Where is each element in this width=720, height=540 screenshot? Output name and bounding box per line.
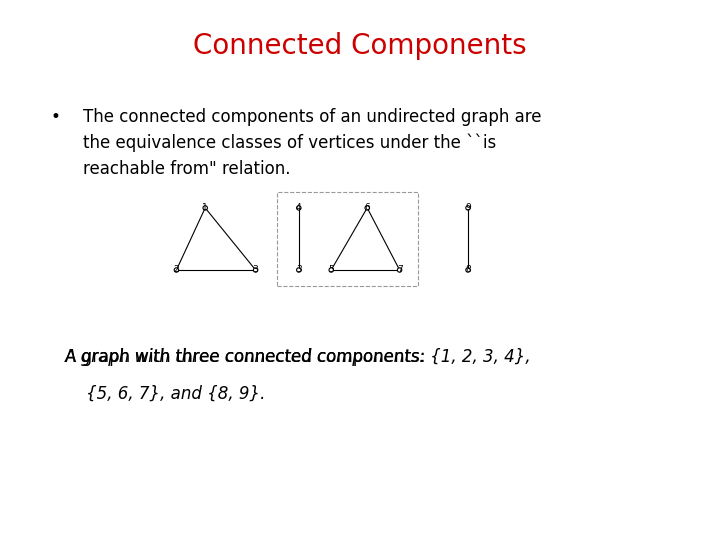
Text: The connected components of an undirected graph are
the equivalence classes of v: The connected components of an undirecte… [83, 108, 541, 178]
Text: {5, 6, 7}, and {8, 9}.: {5, 6, 7}, and {8, 9}. [65, 385, 265, 403]
Text: 3: 3 [296, 266, 302, 274]
Ellipse shape [466, 268, 470, 272]
Ellipse shape [397, 268, 402, 272]
Ellipse shape [297, 268, 301, 272]
Text: 1: 1 [202, 204, 208, 212]
Text: 8: 8 [465, 266, 471, 274]
Text: 4: 4 [296, 204, 302, 212]
Text: 9: 9 [465, 204, 471, 212]
Ellipse shape [329, 268, 333, 272]
Text: A graph with three connected components: {1, 2, 3, 4},: A graph with three connected components:… [65, 348, 531, 366]
Ellipse shape [203, 206, 207, 210]
Text: A graph with three connected components:: A graph with three connected components: [65, 348, 431, 366]
Text: •: • [50, 108, 60, 126]
Bar [277, 192, 418, 286]
Ellipse shape [466, 206, 470, 210]
Text: 2: 2 [174, 266, 179, 274]
Text: 6: 6 [364, 204, 370, 212]
Ellipse shape [253, 268, 258, 272]
Text: Connected Components: Connected Components [193, 32, 527, 60]
Ellipse shape [174, 268, 179, 272]
Ellipse shape [365, 206, 369, 210]
Text: 7: 7 [397, 266, 402, 274]
Ellipse shape [297, 206, 301, 210]
Text: 3: 3 [253, 266, 258, 274]
Text: 5: 5 [328, 266, 334, 274]
